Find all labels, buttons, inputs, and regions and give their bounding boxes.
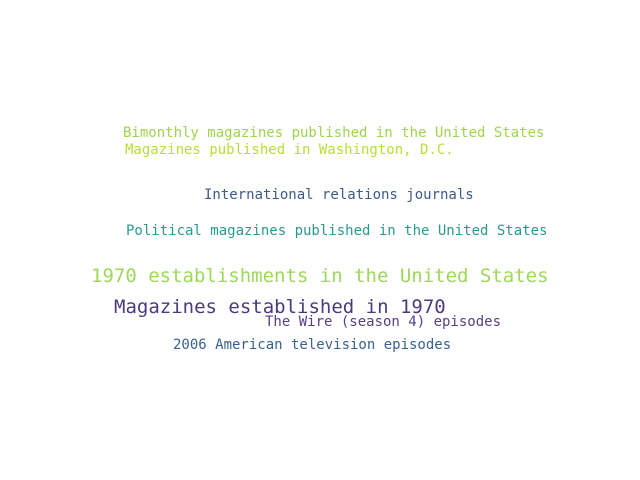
word-magazines-established-1970: Magazines established in 1970 bbox=[114, 296, 446, 318]
word-political-magazines: Political magazines published in the Uni… bbox=[126, 223, 548, 239]
word-2006-television-episodes: 2006 American television episodes bbox=[173, 337, 452, 353]
word-1970-establishments: 1970 establishments in the United States bbox=[91, 265, 549, 287]
word-magazines-washington: Magazines published in Washington, D.C. bbox=[125, 142, 454, 158]
word-international-relations-journals: International relations journals bbox=[204, 187, 474, 203]
word-bimonthly-magazines: Bimonthly magazines published in the Uni… bbox=[123, 125, 545, 141]
word-the-wire-season-4: The Wire (season 4) episodes bbox=[265, 314, 502, 330]
